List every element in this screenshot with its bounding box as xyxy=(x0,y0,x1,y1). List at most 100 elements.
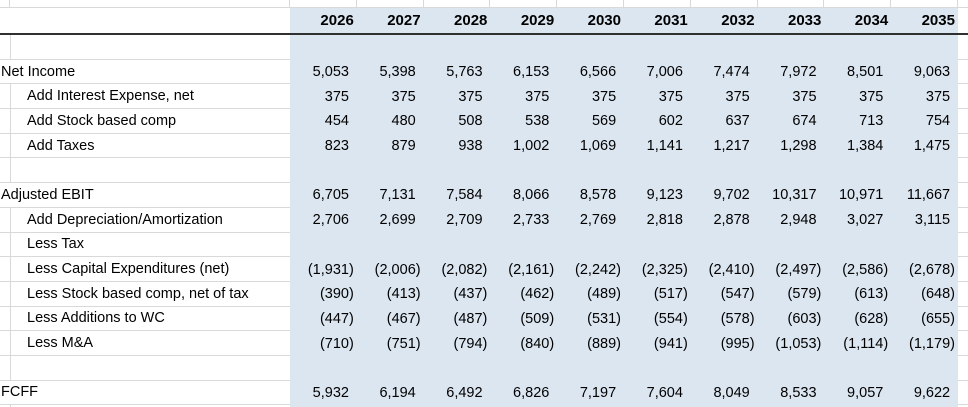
value-cell[interactable]: 879) xyxy=(357,134,424,159)
value-cell[interactable]: 375) xyxy=(691,84,758,109)
row-label-cell[interactable]: Add Stock based comp xyxy=(0,109,290,134)
value-cell[interactable]: 1,298) xyxy=(758,134,825,159)
value-cell[interactable]: (613) xyxy=(824,282,891,307)
value-cell[interactable]: (447) xyxy=(290,307,357,332)
value-cell[interactable]: (487) xyxy=(424,307,491,332)
value-cell[interactable]: (995) xyxy=(691,331,758,356)
value-cell[interactable] xyxy=(290,233,357,258)
value-cell[interactable]: (489) xyxy=(557,282,624,307)
value-cell[interactable]: (2,586) xyxy=(824,257,891,282)
value-cell[interactable]: 2,878) xyxy=(691,208,758,233)
value-cell[interactable] xyxy=(891,35,958,60)
value-cell[interactable]: 8,533) xyxy=(758,381,825,406)
value-cell[interactable]: 5,398) xyxy=(357,60,424,85)
value-cell[interactable]: 754) xyxy=(891,109,958,134)
value-cell[interactable]: 9,622) xyxy=(891,381,958,406)
value-cell[interactable]: (462) xyxy=(490,282,557,307)
value-cell[interactable] xyxy=(490,356,557,381)
value-cell[interactable] xyxy=(557,158,624,183)
value-cell[interactable] xyxy=(691,35,758,60)
value-cell[interactable] xyxy=(424,35,491,60)
value-cell[interactable]: 10,971) xyxy=(824,183,891,208)
value-cell[interactable]: 538) xyxy=(490,109,557,134)
value-cell[interactable]: (889) xyxy=(557,331,624,356)
value-cell[interactable]: 6,194) xyxy=(357,381,424,406)
value-cell[interactable]: (2,082) xyxy=(424,257,491,282)
value-cell[interactable]: (1,179) xyxy=(891,331,958,356)
value-cell[interactable]: 375) xyxy=(624,84,691,109)
value-cell[interactable]: 6,153) xyxy=(490,60,557,85)
value-cell[interactable] xyxy=(624,158,691,183)
value-cell[interactable]: 1,002) xyxy=(490,134,557,159)
value-cell[interactable]: (390) xyxy=(290,282,357,307)
value-cell[interactable]: 7,604) xyxy=(624,381,691,406)
value-cell[interactable]: (578) xyxy=(691,307,758,332)
value-cell[interactable]: (2,006) xyxy=(357,257,424,282)
value-cell[interactable]: (2,242) xyxy=(557,257,624,282)
row-label-cell[interactable]: Less Additions to WC xyxy=(0,306,290,332)
value-cell[interactable]: 8,501) xyxy=(824,60,891,85)
value-cell[interactable]: 2,709) xyxy=(424,208,491,233)
year-header-cell[interactable]: 2035 xyxy=(921,12,955,29)
value-cell[interactable]: 5,763) xyxy=(424,60,491,85)
value-cell[interactable] xyxy=(357,158,424,183)
value-cell[interactable] xyxy=(557,233,624,258)
value-cell[interactable]: 8,578) xyxy=(557,183,624,208)
year-header-cell[interactable]: 2034 xyxy=(854,12,889,29)
value-cell[interactable]: (531) xyxy=(557,307,624,332)
year-header-cell[interactable]: 2032 xyxy=(721,12,755,29)
value-cell[interactable]: 823) xyxy=(290,134,357,159)
value-cell[interactable] xyxy=(424,233,491,258)
value-cell[interactable]: 8,066) xyxy=(490,183,557,208)
value-cell[interactable]: (547) xyxy=(691,282,758,307)
value-cell[interactable]: 375) xyxy=(424,84,491,109)
value-cell[interactable]: 7,006) xyxy=(624,60,691,85)
value-cell[interactable]: 7,474) xyxy=(691,60,758,85)
value-cell[interactable]: 6,492) xyxy=(424,381,491,406)
row-label-cell[interactable]: Less Capital Expenditures (net) xyxy=(0,257,290,282)
value-cell[interactable]: 713) xyxy=(824,109,891,134)
value-cell[interactable] xyxy=(891,158,958,183)
value-cell[interactable]: 1,069) xyxy=(557,134,624,159)
value-cell[interactable] xyxy=(891,233,958,258)
value-cell[interactable]: 10,317) xyxy=(758,183,825,208)
value-cell[interactable] xyxy=(758,233,825,258)
year-header-cell[interactable]: 2033 xyxy=(788,12,822,29)
value-cell[interactable]: (509) xyxy=(490,307,557,332)
value-cell[interactable] xyxy=(624,356,691,381)
value-cell[interactable] xyxy=(424,356,491,381)
value-cell[interactable]: 6,566) xyxy=(557,60,624,85)
value-cell[interactable]: (467) xyxy=(357,307,424,332)
value-cell[interactable] xyxy=(290,158,357,183)
value-cell[interactable] xyxy=(891,356,958,381)
value-cell[interactable]: (2,325) xyxy=(624,257,691,282)
value-cell[interactable] xyxy=(758,356,825,381)
value-cell[interactable]: (840) xyxy=(490,331,557,356)
value-cell[interactable]: (751) xyxy=(357,331,424,356)
value-cell[interactable]: 8,049) xyxy=(691,381,758,406)
value-cell[interactable] xyxy=(490,233,557,258)
row-label-cell[interactable]: Add Depreciation/Amortization xyxy=(0,207,290,233)
value-cell[interactable]: 3,027) xyxy=(824,208,891,233)
value-cell[interactable] xyxy=(424,158,491,183)
value-cell[interactable] xyxy=(824,35,891,60)
value-cell[interactable]: 3,115) xyxy=(891,208,958,233)
value-cell[interactable] xyxy=(624,233,691,258)
year-header-cell[interactable]: 2028 xyxy=(454,12,488,29)
value-cell[interactable]: 2,733) xyxy=(490,208,557,233)
value-cell[interactable] xyxy=(691,233,758,258)
value-cell[interactable]: 2,818) xyxy=(624,208,691,233)
value-cell[interactable]: 375) xyxy=(891,84,958,109)
value-cell[interactable] xyxy=(691,158,758,183)
value-cell[interactable]: (710) xyxy=(290,331,357,356)
value-cell[interactable]: (517) xyxy=(624,282,691,307)
value-cell[interactable]: 375) xyxy=(557,84,624,109)
value-cell[interactable]: 9,702) xyxy=(691,183,758,208)
value-cell[interactable] xyxy=(824,356,891,381)
value-cell[interactable]: 637) xyxy=(691,109,758,134)
row-label-cell[interactable] xyxy=(0,405,290,407)
value-cell[interactable]: (2,497) xyxy=(758,257,825,282)
value-cell[interactable]: 1,475) xyxy=(891,134,958,159)
year-header-cell[interactable]: 2027 xyxy=(387,12,421,29)
value-cell[interactable]: 9,063) xyxy=(891,60,958,85)
